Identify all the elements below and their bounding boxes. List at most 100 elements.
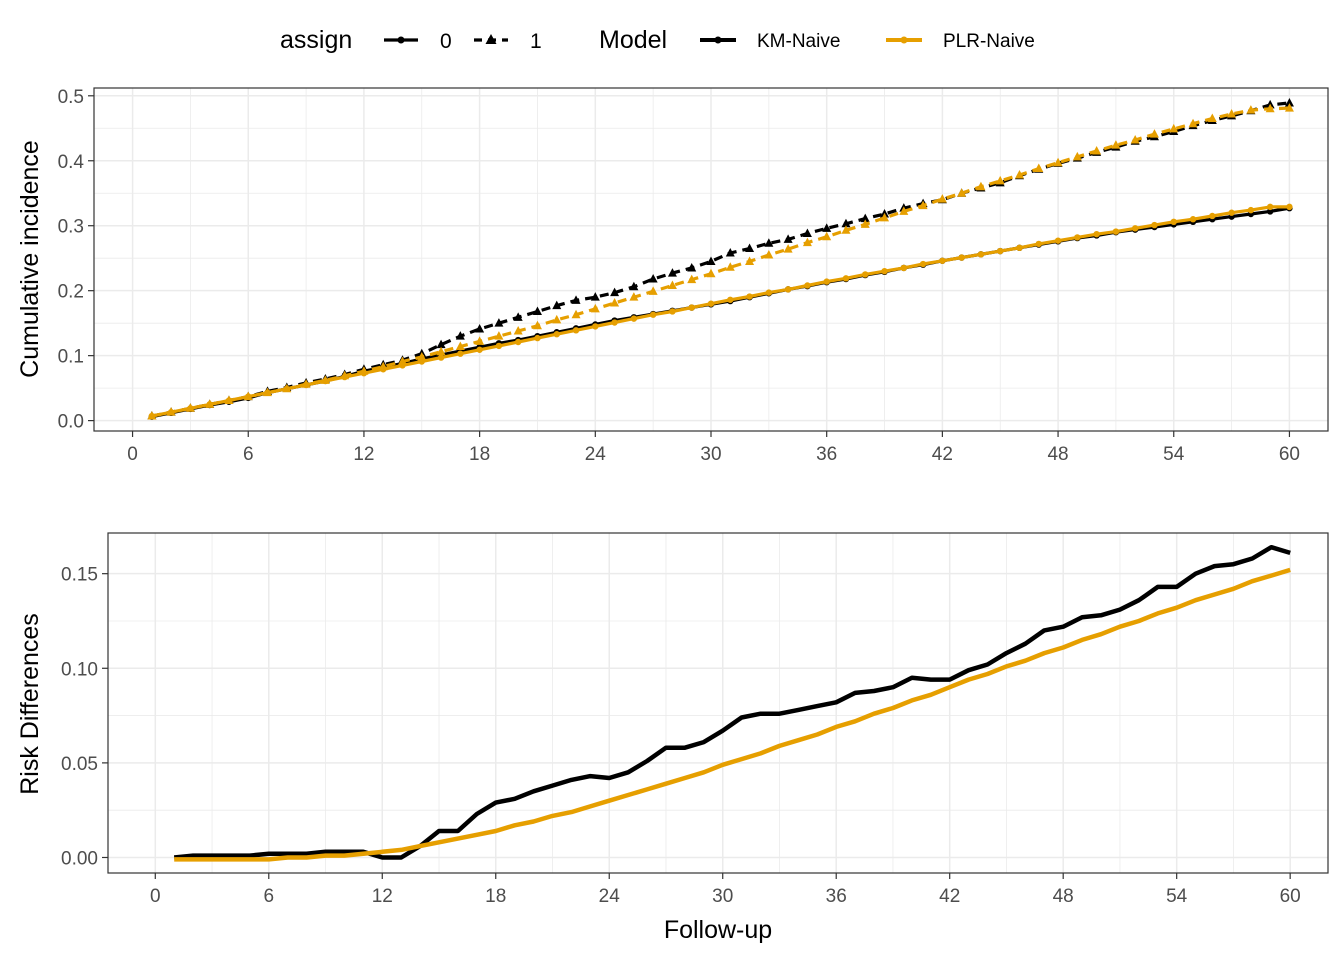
top-y-tick-label: 0.5 bbox=[58, 87, 84, 108]
top-series-km-naive-assign-1-point bbox=[1284, 97, 1294, 107]
legend-model-level-plr: PLR-Naive bbox=[943, 31, 1035, 52]
top-series-plr-naive-assign-1-point bbox=[1111, 140, 1121, 149]
bottom-x-tick-label: 0 bbox=[150, 886, 161, 907]
top-series-plr-naive-assign-1-point bbox=[802, 237, 812, 247]
bottom-series-km-naive-line bbox=[173, 544, 1291, 860]
top-series-plr-naive-assign-1-point bbox=[1188, 118, 1198, 128]
top-series-plr-naive-assign-1-point bbox=[667, 280, 677, 289]
top-series-plr-naive-assign-1-point bbox=[860, 219, 870, 228]
top-series-plr-naive-assign-1-point bbox=[1265, 103, 1275, 113]
top-x-tick-label: 6 bbox=[243, 444, 254, 465]
legend-key-plr-naive-point bbox=[900, 36, 908, 44]
top-series-plr-naive-assign-1-point bbox=[166, 407, 176, 416]
top-series-plr-naive-assign-0-point bbox=[592, 323, 599, 330]
top-x-tick-label: 36 bbox=[816, 444, 837, 465]
top-series-plr-naive-assign-0-point bbox=[1286, 203, 1293, 211]
top-series-plr-naive-assign-1-point bbox=[995, 175, 1005, 185]
top-series-km-naive-assign-1-line bbox=[151, 101, 1290, 418]
top-series-plr-naive-assign-0-point bbox=[611, 319, 618, 326]
top-series-plr-naive-assign-0-point bbox=[476, 346, 483, 353]
top-series-plr-naive-assign-1-point bbox=[610, 298, 620, 307]
bottom-x-tick-label: 18 bbox=[485, 886, 506, 907]
top-series-plr-naive-assign-0-point bbox=[919, 260, 927, 268]
top-series-plr-naive-assign-0-point bbox=[534, 334, 541, 342]
top-series-plr-naive-assign-0-point bbox=[1016, 244, 1023, 252]
top-y-tick-label: 0.2 bbox=[58, 282, 84, 303]
bottom-x-tick-label: 24 bbox=[599, 886, 621, 907]
top-series-km-naive-assign-1-point bbox=[745, 243, 755, 252]
top-series-plr-naive-assign-0-point bbox=[804, 282, 811, 289]
top-series-plr-naive-assign-1-point bbox=[1207, 113, 1217, 123]
top-series-km-naive-assign-1-point bbox=[667, 268, 677, 277]
top-series-plr-naive-assign-0-point bbox=[939, 257, 946, 264]
top-series-plr-naive-assign-0-point bbox=[842, 275, 850, 282]
top-series-plr-naive-assign-1-point bbox=[1130, 134, 1140, 144]
top-series-plr-naive-assign-0-point bbox=[977, 251, 985, 258]
top-series-plr-naive-assign-0-point bbox=[1151, 221, 1158, 229]
top-series-plr-naive-assign-1-point bbox=[1092, 146, 1102, 155]
bottom-panel-y-axis: 0.00 0.05 0.10 0.15 bbox=[61, 565, 108, 869]
top-series-plr-naive-assign-1-point bbox=[359, 366, 369, 375]
top-series-plr-naive-assign-0-point bbox=[437, 354, 445, 361]
top-series-plr-naive-assign-1-point bbox=[320, 375, 330, 384]
top-x-tick-label: 54 bbox=[1163, 444, 1185, 465]
bottom-x-tick-label: 60 bbox=[1280, 886, 1301, 907]
top-series-plr-naive-assign-1-point bbox=[494, 331, 504, 340]
top-series-plr-naive-assign-0-point bbox=[727, 296, 734, 303]
top-series-plr-naive-assign-0-point bbox=[514, 338, 522, 346]
top-y-tick-label: 0.3 bbox=[58, 217, 84, 238]
top-series-plr-naive-assign-0-line bbox=[151, 205, 1290, 418]
top-series-plr-naive-assign-0-point bbox=[1247, 206, 1255, 214]
top-series-plr-naive-assign-1-point bbox=[224, 395, 234, 404]
top-series-plr-naive-assign-1-point bbox=[532, 320, 542, 330]
top-series-plr-naive-assign-0-point bbox=[688, 304, 695, 311]
top-panel: 0 6 12 18 24 30 36 42 48 54 60 0.00.10.20.30.40.5 … bbox=[16, 87, 1329, 465]
top-x-tick-label: 0 bbox=[127, 444, 138, 465]
top-panel-y-axis: 0.0 0.1 0.2 0.3 0.4 0.5 bbox=[58, 87, 94, 433]
top-series-km-naive-assign-1-point bbox=[436, 339, 446, 349]
top-series-plr-naive-assign-1-point bbox=[475, 336, 485, 345]
top-series-km-naive-assign-0-point bbox=[1266, 208, 1274, 215]
top-series-km-naive-assign-1-point bbox=[590, 292, 600, 301]
top-series-plr-naive-assign-0-point bbox=[1093, 230, 1100, 238]
top-series-plr-naive-assign-1-point bbox=[147, 411, 157, 420]
top-series-plr-naive-assign-0-point bbox=[1189, 216, 1197, 223]
top-series-plr-naive-assign-1-point bbox=[687, 274, 697, 284]
top-series-plr-naive-assign-1-point bbox=[282, 383, 292, 393]
top-series-km-naive-assign-1-point bbox=[610, 287, 620, 297]
top-series-plr-naive-assign-1-point bbox=[436, 346, 446, 356]
legend-key-assign-1 bbox=[474, 34, 508, 44]
bottom-x-tick-label: 30 bbox=[712, 886, 733, 907]
top-series-plr-naive-assign-1-point bbox=[1284, 103, 1294, 112]
legend-assign-level-0: 0 bbox=[440, 30, 452, 53]
bottom-x-axis-label: Follow-up bbox=[664, 916, 772, 944]
bottom-y-tick-label: 0.05 bbox=[61, 754, 98, 775]
top-series-km-naive-assign-1-point bbox=[648, 273, 658, 283]
bottom-panel-x-axis: 0 6 12 18 24 30 36 42 48 54 60 bbox=[150, 873, 1301, 907]
top-series-plr-naive-assign-0-point bbox=[630, 315, 638, 322]
top-series-plr-naive-assign-0-point bbox=[1170, 218, 1177, 226]
top-series-plr-naive-assign-1-point bbox=[880, 212, 890, 222]
bottom-panel-series bbox=[173, 544, 1291, 862]
legend-key-km-naive-point bbox=[714, 36, 722, 44]
top-series-km-naive-assign-1-point bbox=[725, 248, 735, 257]
bottom-panel-border bbox=[107, 532, 1329, 874]
top-series-km-naive-assign-1-point bbox=[764, 238, 774, 247]
top-x-tick-label: 48 bbox=[1047, 444, 1068, 465]
top-series-plr-naive-assign-1-point bbox=[706, 268, 716, 278]
top-series-plr-naive-assign-0-point bbox=[784, 286, 792, 293]
top-series-plr-naive-assign-1-point bbox=[957, 188, 967, 197]
top-panel-series bbox=[147, 97, 1294, 420]
top-series-plr-naive-assign-0-point bbox=[669, 308, 676, 315]
top-series-plr-naive-assign-1-point bbox=[764, 249, 774, 259]
top-series-plr-naive-assign-0-point bbox=[1228, 209, 1235, 216]
top-series-plr-naive-assign-1-point bbox=[552, 314, 562, 324]
top-series-plr-naive-assign-0-point bbox=[707, 300, 715, 307]
top-series-plr-naive-assign-0-point bbox=[457, 350, 464, 357]
top-series-plr-naive-assign-0-point bbox=[1074, 234, 1081, 241]
top-panel-x-axis: 0 6 12 18 24 30 36 42 48 54 60 bbox=[127, 431, 1300, 465]
legend-key-assign-1-point bbox=[485, 34, 497, 44]
top-series-plr-naive-assign-0-point bbox=[862, 271, 869, 278]
top-series-plr-naive-assign-1-point bbox=[1072, 151, 1082, 161]
top-series-plr-naive-assign-1-point bbox=[243, 391, 253, 401]
